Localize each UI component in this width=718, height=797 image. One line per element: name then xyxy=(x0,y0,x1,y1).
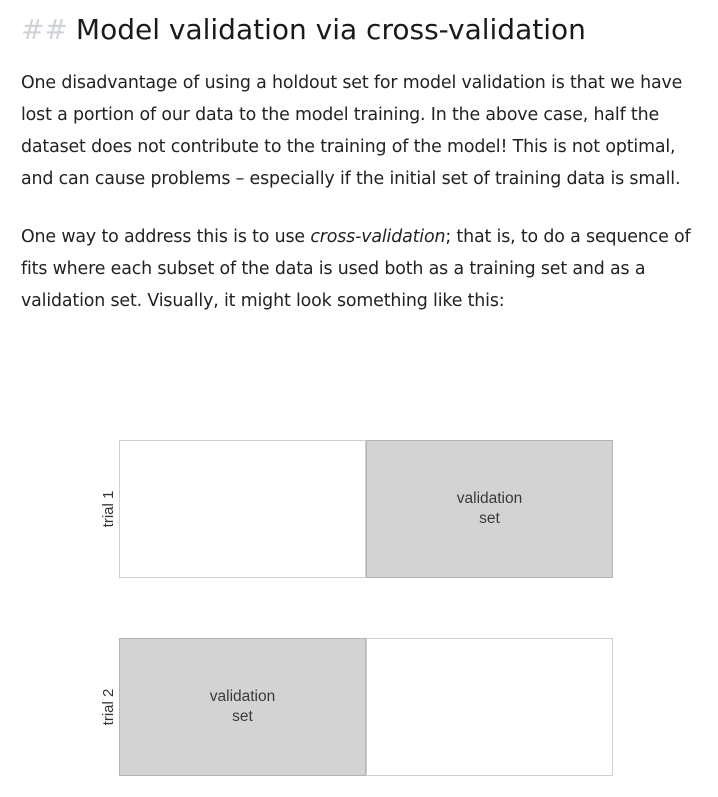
trial-1-row: validation set xyxy=(119,440,613,578)
paragraph-cross-validation: One way to address this is to use cross-… xyxy=(21,221,711,317)
paragraph-text-after: ; that is, to do a sequence of fits wher… xyxy=(21,227,691,311)
paragraph-text-before: One way to address this is to use xyxy=(21,227,311,247)
paragraph-holdout-disadvantage: One disadvantage of using a holdout set … xyxy=(21,73,683,189)
trial-1-label: trial 1 xyxy=(100,490,117,528)
trial-2-training-segment xyxy=(366,638,613,776)
heading-markdown-prefix: ## xyxy=(21,13,68,46)
trial-2-row: validation set xyxy=(119,638,613,776)
emphasis-cross-validation: cross-validation xyxy=(310,227,446,247)
trial-2-validation-label: validation set xyxy=(209,688,276,725)
trial-1-training-segment xyxy=(119,440,366,578)
section-heading: ## Model validation via cross-validation xyxy=(21,12,586,48)
trial-2-validation-segment: validation set xyxy=(119,638,366,776)
trial-1-validation-segment: validation set xyxy=(366,440,613,578)
trial-2-label: trial 2 xyxy=(100,688,117,726)
trial-1-validation-label: validation set xyxy=(456,490,523,527)
heading-title: Model validation via cross-validation xyxy=(75,13,586,46)
